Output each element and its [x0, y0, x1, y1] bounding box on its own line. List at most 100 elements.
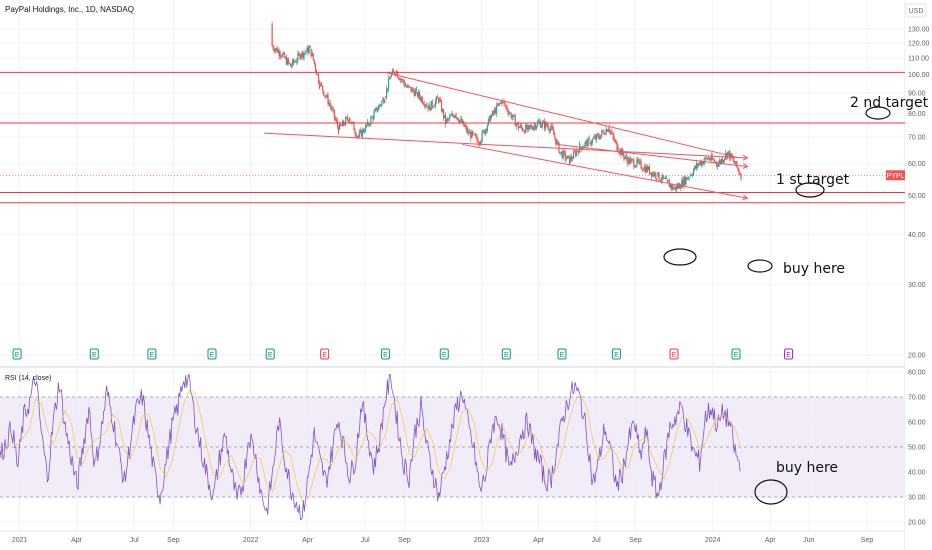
trendline[interactable] [461, 143, 748, 199]
candle-body [465, 126, 467, 128]
candle-body [452, 113, 454, 116]
earnings-marker-icon[interactable]: E [501, 348, 511, 360]
candle-body [603, 131, 605, 135]
candle-body [401, 79, 403, 81]
candle-body [281, 54, 283, 58]
annotation-text[interactable]: 2 nd target [850, 95, 929, 111]
earnings-marker-icon[interactable]: E [147, 348, 157, 360]
candle-body [443, 115, 446, 118]
candle-body [311, 53, 313, 57]
time-tick-label: Apr [765, 537, 777, 544]
annotation-text[interactable]: buy here [776, 460, 838, 476]
candle-body [724, 158, 726, 161]
candle-body [469, 131, 471, 134]
candle-body [616, 142, 618, 151]
candle-body [495, 109, 497, 114]
annotations[interactable]: 2 nd target 1 st target buy here buy here [663, 95, 929, 505]
candle-body [414, 90, 416, 97]
candle-body [317, 74, 320, 83]
earnings-marker-letter: E [560, 352, 565, 359]
candle-body [547, 126, 550, 130]
candle-body [408, 85, 410, 87]
rsi-ma-line [0, 388, 742, 503]
earnings-marker-icon[interactable]: E [12, 348, 22, 360]
candle-body [617, 147, 619, 153]
candle-body [418, 91, 420, 97]
candle-body [289, 63, 292, 67]
candle-body [582, 147, 584, 150]
candle-body [272, 45, 274, 49]
candle-body [451, 113, 453, 116]
candle-body [520, 125, 523, 128]
candle-body [355, 133, 357, 137]
candle-body [618, 152, 620, 154]
candle-body [382, 98, 384, 101]
candle-body [327, 95, 329, 105]
candle-body [562, 151, 564, 159]
price-tick-label: 90.00 [908, 91, 926, 98]
candle-body [399, 78, 401, 81]
earnings-marker-icon[interactable]: E [731, 348, 741, 360]
candle-body [635, 165, 637, 167]
candle-body [518, 127, 520, 128]
candle-body [388, 78, 391, 80]
candle-body [521, 127, 524, 131]
earnings-marker-icon[interactable]: E [669, 348, 679, 360]
candle-body [428, 103, 430, 110]
candle-body [713, 159, 715, 162]
candle-body [652, 172, 654, 177]
candle-body [499, 103, 501, 105]
candle-body [628, 158, 630, 161]
candle-body [608, 127, 610, 132]
candle-body [548, 129, 551, 131]
candle-body [643, 166, 645, 171]
candle-body [659, 179, 661, 181]
candle-body [478, 144, 480, 146]
trendline[interactable] [557, 143, 748, 168]
candle-body [680, 185, 682, 189]
earnings-marker-icon[interactable]: E [611, 348, 621, 360]
candle-body [605, 129, 607, 135]
candle-body [563, 151, 565, 153]
currency-badge-box[interactable] [905, 3, 927, 18]
annotation-text[interactable]: buy here [783, 261, 845, 277]
earnings-marker-icon[interactable]: E [265, 348, 275, 360]
candle-body [501, 101, 503, 105]
earnings-marker-icon[interactable]: E [439, 348, 449, 360]
trendline[interactable] [263, 132, 748, 159]
candle-body [695, 163, 698, 169]
earnings-marker-icon[interactable]: E [89, 348, 99, 360]
trendline[interactable] [387, 72, 740, 159]
candle-body [329, 102, 331, 107]
candle-body [359, 130, 361, 133]
earnings-marker-letter: E [268, 352, 273, 359]
earnings-marker-icon[interactable]: E [320, 348, 330, 360]
candle-body [406, 86, 408, 88]
trendlines[interactable] [263, 72, 749, 201]
candle-body [716, 164, 718, 167]
candle-body [312, 53, 314, 60]
annotation-text[interactable]: 1 st target [776, 172, 850, 188]
candle-body [612, 132, 614, 137]
candle-body [626, 155, 628, 160]
earnings-marker-icon[interactable]: E [784, 348, 794, 360]
candle-body [283, 52, 285, 58]
earnings-marker-icon[interactable]: E [207, 348, 217, 360]
time-tick-label: Jul [592, 537, 601, 544]
candle-body [655, 173, 657, 179]
candle-body [654, 173, 656, 176]
earnings-marker-box [784, 348, 794, 360]
time-tick-label: Jun [803, 537, 814, 544]
candle-body [363, 131, 366, 133]
candle-body [739, 173, 741, 175]
annotation-circle [754, 479, 788, 505]
earnings-marker-icon[interactable]: E [557, 348, 567, 360]
candle-body [685, 177, 687, 185]
candle-body [280, 56, 282, 58]
earnings-marker-icon[interactable]: E [380, 348, 390, 360]
rsi-line [0, 373, 741, 520]
candle-body [667, 179, 669, 182]
candle-body [710, 155, 712, 161]
